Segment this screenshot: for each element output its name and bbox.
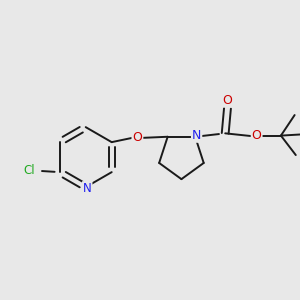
Text: O: O	[133, 131, 142, 144]
Text: Cl: Cl	[23, 164, 35, 177]
Text: N: N	[192, 129, 201, 142]
Text: O: O	[223, 94, 232, 107]
Text: O: O	[252, 129, 262, 142]
Text: N: N	[83, 182, 92, 195]
